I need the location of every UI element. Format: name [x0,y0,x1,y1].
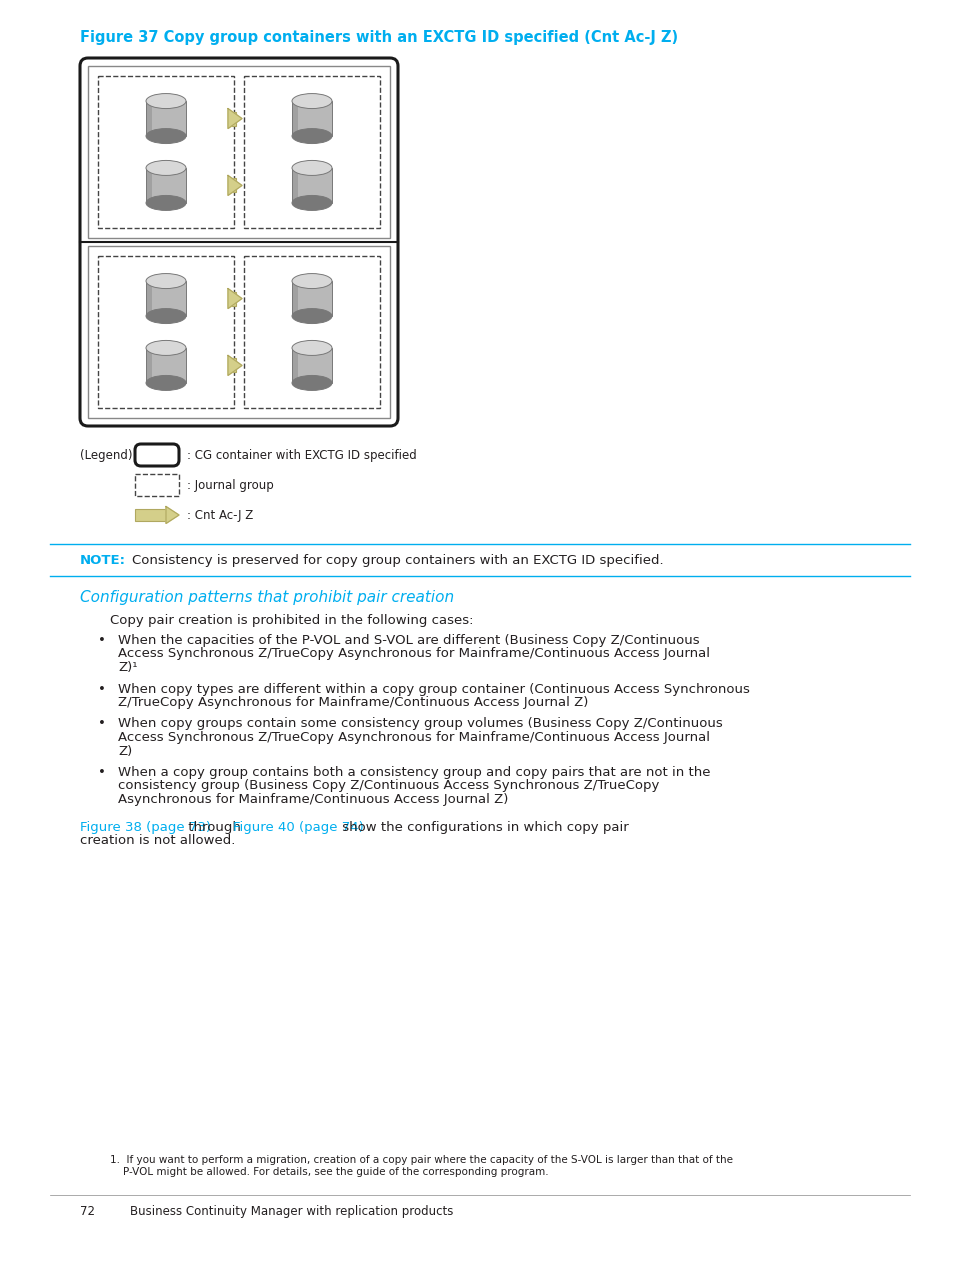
Ellipse shape [292,160,332,175]
Text: show the configurations in which copy pair: show the configurations in which copy pa… [337,821,628,834]
Bar [292,281,297,316]
Text: Consistency is preserved for copy group containers with an EXCTG ID specified.: Consistency is preserved for copy group … [132,554,663,567]
Text: •: • [98,683,106,695]
Bar [228,112,235,126]
Ellipse shape [146,375,186,390]
Bar [228,291,235,305]
Bar [146,168,186,203]
Text: Z)¹: Z)¹ [118,661,137,674]
Bar [146,281,152,316]
Ellipse shape [146,273,186,289]
Text: : CG container with EXCTG ID specified: : CG container with EXCTG ID specified [187,449,416,461]
Bar [292,168,297,203]
Ellipse shape [146,341,186,356]
Text: Access Synchronous Z/TrueCopy Asynchronous for Mainframe/Continuous Access Journ: Access Synchronous Z/TrueCopy Asynchrono… [118,647,709,661]
Bar [88,66,390,238]
Ellipse shape [146,128,186,144]
Text: (Legend): (Legend) [80,449,132,461]
Text: 72: 72 [80,1205,95,1218]
Polygon shape [228,175,242,196]
Bar [146,168,152,203]
Ellipse shape [292,273,332,289]
Text: Business Continuity Manager with replication products: Business Continuity Manager with replica… [130,1205,453,1218]
Ellipse shape [146,94,186,108]
Bar [135,508,166,521]
Text: Access Synchronous Z/TrueCopy Asynchronous for Mainframe/Continuous Access Journ: Access Synchronous Z/TrueCopy Asynchrono… [118,731,709,744]
Bar [292,281,332,316]
Text: •: • [98,718,106,731]
Bar [146,102,152,136]
Text: NOTE:: NOTE: [80,554,126,567]
Polygon shape [228,356,242,375]
Ellipse shape [292,128,332,144]
Text: consistency group (Business Copy Z/Continuous Access Synchronous Z/TrueCopy: consistency group (Business Copy Z/Conti… [118,779,659,793]
Text: Copy pair creation is prohibited in the following cases:: Copy pair creation is prohibited in the … [110,614,473,627]
Text: : Cnt Ac-J Z: : Cnt Ac-J Z [187,508,253,521]
Text: creation is not allowed.: creation is not allowed. [80,834,235,846]
Bar [292,348,332,383]
Text: Figure 38 (page 73): Figure 38 (page 73) [80,821,211,834]
Text: Z): Z) [118,745,132,758]
Text: When the capacities of the P-VOL and S-VOL are different (Business Copy Z/Contin: When the capacities of the P-VOL and S-V… [118,634,699,647]
Bar [98,255,233,408]
Text: When a copy group contains both a consistency group and copy pairs that are not : When a copy group contains both a consis… [118,766,710,779]
Text: •: • [98,634,106,647]
Text: •: • [98,766,106,779]
Polygon shape [166,507,179,524]
Text: When copy groups contain some consistency group volumes (Business Copy Z/Continu: When copy groups contain some consistenc… [118,718,722,731]
Text: Z/TrueCopy Asynchronous for Mainframe/Continuous Access Journal Z): Z/TrueCopy Asynchronous for Mainframe/Co… [118,697,588,709]
Bar [292,102,332,136]
Text: 1.  If you want to perform a migration, creation of a copy pair where the capaci: 1. If you want to perform a migration, c… [110,1155,732,1166]
Text: : Journal group: : Journal group [187,478,274,492]
Text: P-VOL might be allowed. For details, see the guide of the corresponding program.: P-VOL might be allowed. For details, see… [110,1167,548,1177]
Ellipse shape [292,94,332,108]
Bar [292,102,297,136]
Ellipse shape [146,196,186,211]
Text: Configuration patterns that prohibit pair creation: Configuration patterns that prohibit pai… [80,590,454,605]
Bar [228,358,235,372]
Ellipse shape [146,160,186,175]
Bar [292,168,332,203]
Bar [88,247,390,418]
Ellipse shape [292,341,332,356]
Ellipse shape [146,309,186,324]
Text: through: through [184,821,245,834]
Ellipse shape [292,375,332,390]
Ellipse shape [292,196,332,211]
Bar [244,255,379,408]
Text: When copy types are different within a copy group container (Continuous Access S: When copy types are different within a c… [118,683,749,695]
Text: Figure 37 Copy group containers with an EXCTG ID specified (Cnt Ac-J Z): Figure 37 Copy group containers with an … [80,31,678,44]
Bar [244,76,379,228]
Text: Figure 40 (page 74): Figure 40 (page 74) [233,821,364,834]
Bar [146,348,152,383]
Bar [146,281,186,316]
Text: Asynchronous for Mainframe/Continuous Access Journal Z): Asynchronous for Mainframe/Continuous Ac… [118,793,508,806]
Polygon shape [228,289,242,309]
Bar [292,348,297,383]
Bar [135,474,179,496]
Bar [98,76,233,228]
Bar [228,178,235,192]
Polygon shape [228,108,242,128]
Ellipse shape [292,309,332,324]
Bar [146,102,186,136]
Bar [146,348,186,383]
